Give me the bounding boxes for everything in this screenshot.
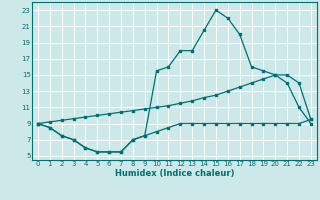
- X-axis label: Humidex (Indice chaleur): Humidex (Indice chaleur): [115, 169, 234, 178]
